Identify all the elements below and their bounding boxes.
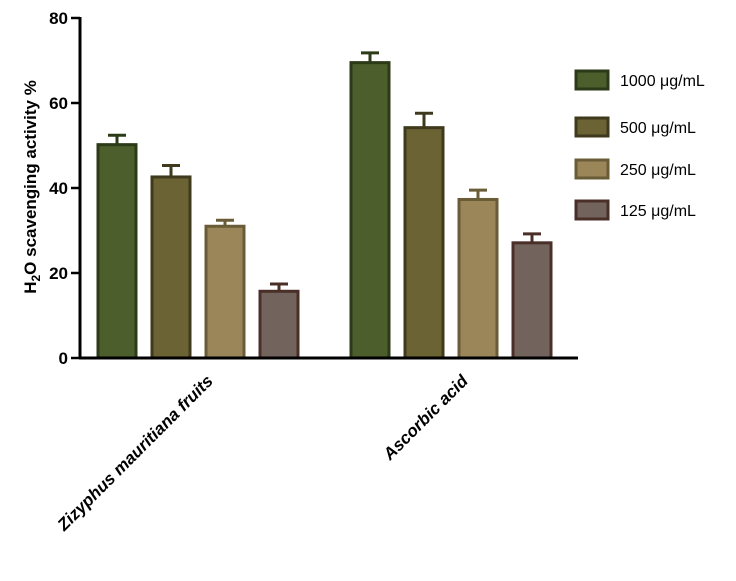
bar xyxy=(511,241,553,360)
x-category-label: Zizyphus mauritiana fruits xyxy=(53,371,217,535)
bar xyxy=(349,61,391,360)
x-category-label: Ascorbic acid xyxy=(379,371,472,464)
bars-layer xyxy=(96,61,553,360)
x-category-labels: Zizyphus mauritiana fruits Ascorbic acid xyxy=(53,371,472,535)
y-axis-title: H2O scavenging activity % xyxy=(21,80,43,294)
bar xyxy=(403,126,445,360)
bar xyxy=(204,224,246,360)
y-tick-label: 80 xyxy=(49,9,68,28)
legend-swatch xyxy=(574,158,610,180)
legend-label: 250 μg/mL xyxy=(620,162,696,179)
bar xyxy=(96,143,138,360)
bar xyxy=(457,197,499,360)
error-bars-layer xyxy=(108,51,541,292)
legend-swatch xyxy=(574,199,610,221)
legend-label: 1000 μg/mL xyxy=(620,73,705,90)
y-tick-label: 40 xyxy=(49,179,68,198)
bar xyxy=(258,289,300,360)
y-tick-label: 60 xyxy=(49,94,68,113)
bar xyxy=(150,175,192,360)
legend-swatch xyxy=(574,69,610,91)
legend-label: 500 μg/mL xyxy=(620,120,696,137)
y-ticks-layer: 0 20 40 60 80 xyxy=(49,9,80,368)
legend-label: 125 μg/mL xyxy=(620,203,696,220)
legend-swatch xyxy=(574,116,610,138)
legend: 1000 μg/mL 500 μg/mL 250 μg/mL 125 μg/mL xyxy=(574,69,705,221)
y-tick-label: 20 xyxy=(49,264,68,283)
y-tick-label: 0 xyxy=(59,349,68,368)
